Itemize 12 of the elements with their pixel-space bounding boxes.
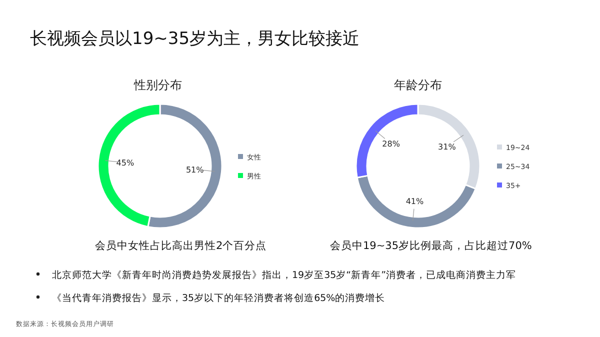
text: 北京师范大学《新青年时尚消费趋势发展报告》指出，19岁至35岁“新青年”消费者，已成电商消费主力军 [52,269,516,281]
data-label: 45% [116,158,134,168]
chart-title: 年龄分布 [394,78,442,92]
text: 长视频会员以19~35岁为主，男女比较接近 [30,29,360,49]
chart-title: 性别分布 [133,78,182,92]
data-label: 51% [186,165,204,174]
text: 会员中女性占比高出男性2个百分点 [95,239,267,252]
data-label: 28% [382,140,400,149]
data-label: 31% [438,142,456,152]
text: 《当代青年消费报告》显示，35岁以下的年轻消费者将创造65%的消费增长 [52,292,386,304]
data-label: 41% [406,196,424,206]
text: 会员中19~35岁比例最高，占比超过70% [330,239,532,252]
